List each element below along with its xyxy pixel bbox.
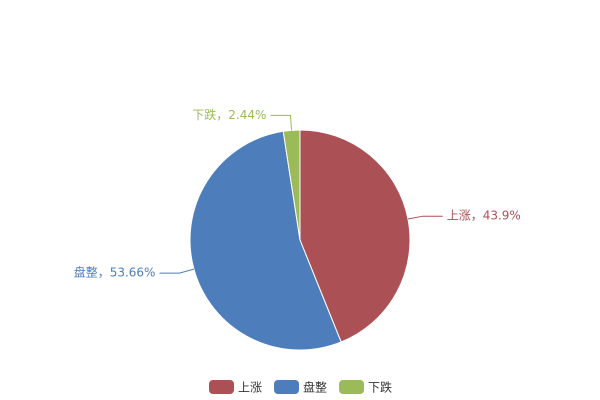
pie-slice <box>189 130 342 351</box>
legend-swatch <box>274 380 300 394</box>
label-line <box>159 268 195 274</box>
label-line <box>270 114 293 131</box>
data-label: 下跌，2.44% <box>192 107 266 122</box>
legend-swatch <box>339 380 365 394</box>
pie-slice <box>299 129 411 343</box>
label-line <box>407 215 443 220</box>
data-label: 上涨，43.9% <box>447 208 521 223</box>
legend-label: 下跌 <box>368 380 392 395</box>
legend-swatch <box>209 380 234 394</box>
legend-label: 盘整 <box>303 380 327 395</box>
legend-label: 上涨 <box>238 380 262 395</box>
data-label: 盘整，53.66% <box>74 265 156 280</box>
